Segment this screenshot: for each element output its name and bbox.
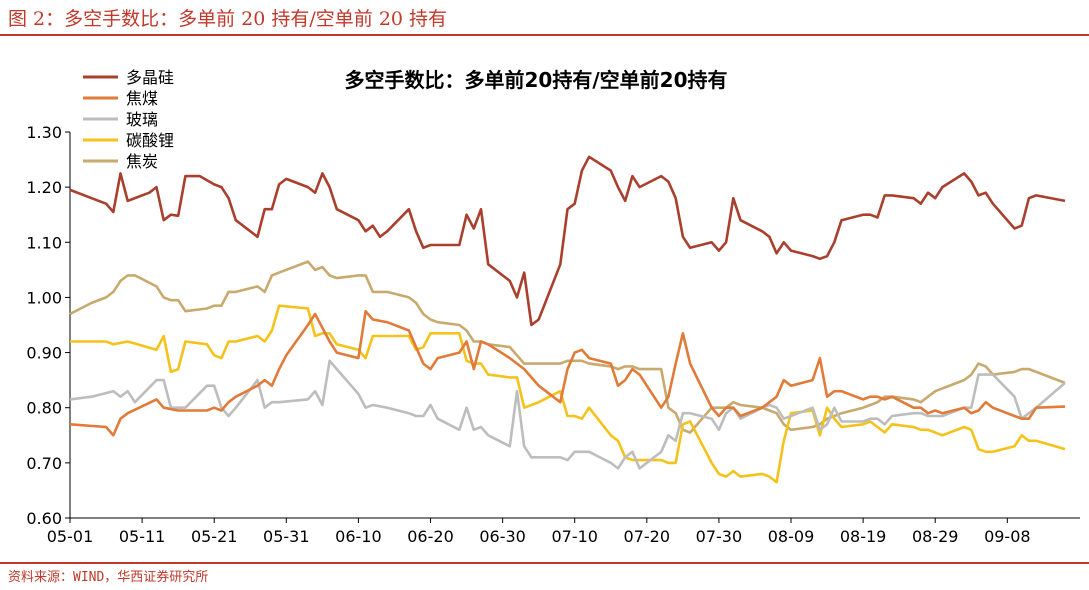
x-tick-label: 07-20: [624, 527, 671, 546]
x-tick-label: 06-10: [335, 527, 382, 546]
y-tick-label: 0.80: [26, 399, 62, 418]
y-tick-label: 0.60: [26, 509, 62, 528]
series-layer: [69, 155, 1066, 484]
x-tick-label: 05-31: [263, 527, 310, 546]
legend-label: 碳酸锂: [126, 131, 174, 150]
x-tick-label: 07-30: [696, 527, 743, 546]
figure-source: 资料来源：WIND，华西证券研究所: [8, 570, 209, 585]
series-line: [69, 359, 1066, 470]
y-tick-label: 0.90: [26, 344, 62, 363]
x-tick-label: 08-09: [768, 527, 815, 546]
x-tick-label: 05-21: [191, 527, 238, 546]
series-line: [69, 260, 1066, 434]
legend-label: 多晶硅: [126, 68, 174, 87]
y-tick-label: 1.30: [26, 123, 62, 142]
figure-caption: 图 2：多空手数比：多单前 20 持有/空单前 20 持有: [8, 8, 448, 30]
x-tick-label: 06-20: [407, 527, 454, 546]
legend-label: 玻璃: [126, 110, 158, 129]
x-tick-label: 08-29: [912, 527, 959, 546]
series-line: [69, 309, 1066, 437]
x-tick-label: 09-08: [984, 527, 1031, 546]
y-tick-label: 0.70: [26, 454, 62, 473]
chart-axes: 0.60 0.70 0.80 0.90 1.00 1.10 1.20 1.30 05-01 05-…: [26, 123, 1080, 546]
legend-label: 焦炭: [126, 152, 158, 171]
y-tick-label: 1.10: [26, 233, 62, 252]
series-line: [69, 155, 1066, 327]
line-chart: 多空手数比：多单前20持有/空单前20持有 0.60 0.70 0.80 0.90 1.…: [26, 68, 1080, 546]
legend-label: 焦煤: [126, 89, 158, 108]
x-tick-label: 05-11: [119, 527, 166, 546]
x-tick-label: 07-10: [551, 527, 598, 546]
chart-title: 多空手数比：多单前20持有/空单前20持有: [345, 68, 728, 92]
x-tick-label: 05-01: [47, 527, 94, 546]
series-line: [70, 304, 1066, 484]
x-tick-label: 08-19: [840, 527, 887, 546]
figure-footer-rule: [0, 562, 1089, 564]
y-tick-label: 1.00: [26, 288, 62, 307]
figure-header: 图 2：多空手数比：多单前 20 持有/空单前 20 持有: [0, 0, 1089, 36]
x-tick-label: 06-30: [479, 527, 526, 546]
y-tick-label: 1.20: [26, 178, 62, 197]
